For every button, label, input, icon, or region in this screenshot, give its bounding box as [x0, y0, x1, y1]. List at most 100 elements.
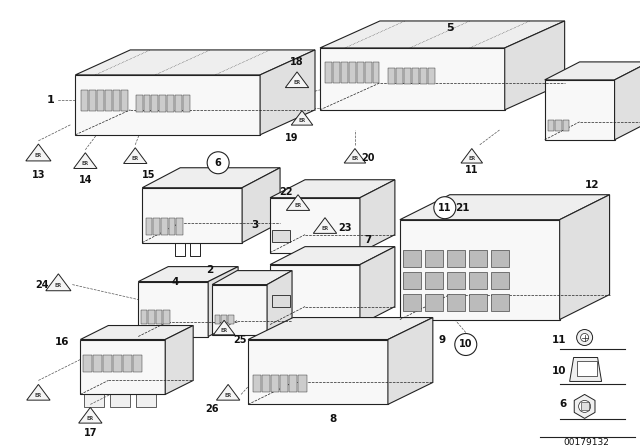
Polygon shape — [84, 394, 104, 407]
Text: 22: 22 — [279, 187, 292, 197]
Text: 13: 13 — [31, 170, 45, 180]
Bar — [280, 375, 288, 392]
Text: ER: ER — [82, 161, 89, 166]
Polygon shape — [270, 265, 360, 324]
Bar — [447, 271, 465, 289]
Polygon shape — [248, 340, 388, 405]
Polygon shape — [570, 358, 602, 381]
Bar — [577, 362, 596, 376]
Circle shape — [577, 330, 593, 345]
Polygon shape — [286, 195, 310, 211]
Text: 17: 17 — [84, 428, 97, 439]
Text: ER: ER — [221, 327, 228, 333]
Polygon shape — [388, 318, 433, 405]
Circle shape — [579, 401, 591, 413]
Polygon shape — [79, 407, 102, 423]
Polygon shape — [285, 72, 308, 88]
Text: 15: 15 — [141, 170, 155, 180]
Bar — [349, 62, 356, 83]
Text: 23: 23 — [338, 223, 352, 233]
Bar — [272, 295, 290, 306]
Polygon shape — [110, 394, 131, 407]
Text: 25: 25 — [234, 335, 247, 345]
Text: 20: 20 — [361, 153, 374, 163]
Polygon shape — [614, 62, 640, 140]
Polygon shape — [505, 21, 564, 110]
Bar — [154, 218, 160, 235]
Bar — [161, 218, 168, 235]
Text: 5: 5 — [446, 23, 454, 33]
Text: 12: 12 — [584, 180, 599, 190]
Text: 7: 7 — [364, 235, 372, 245]
Bar — [83, 355, 92, 372]
Bar — [548, 121, 554, 131]
Bar — [425, 293, 443, 310]
Bar — [468, 293, 487, 310]
Polygon shape — [212, 271, 292, 284]
Polygon shape — [165, 326, 193, 394]
Bar — [167, 95, 174, 112]
Bar — [113, 355, 122, 372]
Bar — [214, 315, 220, 324]
Text: 6: 6 — [559, 400, 566, 409]
Text: 1: 1 — [47, 95, 54, 105]
Bar — [425, 271, 443, 289]
Text: ER: ER — [132, 156, 139, 161]
Bar — [372, 62, 380, 83]
Text: 11: 11 — [438, 202, 452, 213]
Text: ER: ER — [225, 392, 232, 398]
Polygon shape — [74, 153, 97, 168]
Bar — [132, 355, 141, 372]
Bar — [563, 121, 569, 131]
Bar — [113, 90, 120, 112]
Text: 8: 8 — [330, 414, 337, 424]
Text: 14: 14 — [79, 175, 92, 185]
Polygon shape — [76, 50, 315, 75]
Polygon shape — [461, 149, 483, 163]
Bar — [468, 271, 487, 289]
Polygon shape — [142, 188, 242, 243]
Polygon shape — [559, 195, 609, 319]
Text: ER: ER — [55, 283, 62, 288]
Text: 24: 24 — [36, 280, 49, 289]
Polygon shape — [213, 320, 235, 335]
Text: ER: ER — [468, 156, 476, 161]
Text: ER: ER — [351, 156, 358, 161]
Bar — [357, 62, 364, 83]
Bar — [271, 375, 279, 392]
Bar — [123, 355, 132, 372]
Bar — [148, 310, 155, 324]
Bar — [403, 293, 421, 310]
Text: 26: 26 — [205, 405, 219, 414]
Bar — [103, 355, 112, 372]
Polygon shape — [242, 168, 280, 243]
Text: ER: ER — [294, 203, 301, 208]
Polygon shape — [142, 168, 280, 188]
Polygon shape — [81, 340, 165, 394]
Circle shape — [207, 152, 229, 174]
Bar — [163, 310, 170, 324]
Polygon shape — [574, 394, 595, 418]
Polygon shape — [76, 75, 260, 135]
Text: 10: 10 — [459, 340, 472, 349]
Polygon shape — [314, 218, 337, 233]
Bar — [420, 69, 428, 84]
Text: ER: ER — [87, 416, 94, 421]
Bar — [141, 310, 147, 324]
Text: ER: ER — [35, 153, 42, 158]
Polygon shape — [124, 148, 147, 164]
Text: 16: 16 — [55, 336, 70, 346]
Polygon shape — [400, 195, 609, 220]
Bar — [333, 62, 340, 83]
Polygon shape — [545, 62, 640, 80]
Polygon shape — [270, 198, 360, 253]
Bar — [228, 315, 234, 324]
Text: 10: 10 — [552, 366, 566, 376]
Text: 9: 9 — [438, 335, 445, 345]
Bar — [491, 250, 509, 267]
Bar — [81, 90, 88, 112]
Bar — [388, 69, 396, 84]
Text: 4: 4 — [172, 276, 179, 287]
Bar — [272, 230, 290, 241]
Bar — [298, 375, 307, 392]
